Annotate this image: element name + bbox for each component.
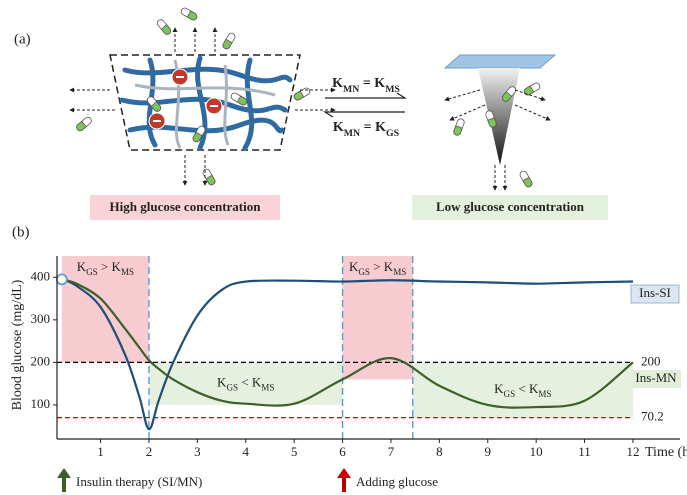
start-marker — [55, 273, 68, 286]
legend-box — [631, 370, 681, 388]
text-segment: MS — [261, 383, 274, 393]
text-segment: = K — [359, 76, 385, 91]
region-label: KGS > KMS — [349, 259, 406, 277]
text-segment: MS — [393, 267, 406, 277]
series-line — [61, 278, 634, 409]
series-line — [61, 278, 633, 431]
condition-label: High glucose concentration — [110, 199, 262, 214]
equilibrium-arrows — [322, 92, 408, 118]
x-tick-label: 11 — [578, 444, 591, 459]
region — [342, 256, 413, 380]
panel-label: (b) — [12, 224, 30, 240]
text-segment: > K — [98, 259, 122, 274]
text-segment: GS — [86, 267, 98, 277]
text-segment: MN — [343, 84, 359, 95]
text-segment: GS — [226, 383, 238, 393]
text-segment: GS — [358, 267, 370, 277]
text-segment: < K — [238, 375, 262, 390]
condition-label: Low glucose concentration — [436, 199, 585, 214]
region-label: KGS < KMS — [217, 375, 274, 393]
text-segment: K — [217, 375, 227, 390]
x-tick-label: 6 — [339, 444, 346, 459]
y-tick-label: 300 — [31, 311, 51, 326]
text-segment: K — [77, 259, 87, 274]
y-tick-label: 100 — [31, 396, 51, 411]
microneedle — [443, 54, 557, 191]
therapy-annotation: Insulin therapy (SI/MN) Adding glucose — [57, 468, 438, 492]
annotation: Adding glucose — [356, 474, 438, 489]
x-tick-label: 7 — [388, 444, 395, 459]
y-axis-label: Blood glucose (mg/dL) — [10, 279, 25, 410]
region-label: KGS > KMS — [77, 259, 134, 277]
legend-label: Ins-MN — [635, 370, 677, 385]
text-segment: MS — [121, 267, 134, 277]
text-segment: K — [349, 259, 359, 274]
equation: KMN = KGS — [333, 120, 400, 139]
region — [61, 256, 149, 363]
annotation: Insulin therapy (SI/MN) — [76, 474, 202, 489]
label-box — [412, 195, 608, 220]
x-axis-label: Time (hour) — [645, 445, 687, 460]
x-tick-label: 3 — [194, 444, 201, 459]
reference-label: 200 — [641, 353, 661, 368]
x-tick-label: 8 — [436, 444, 443, 459]
legend-box — [630, 284, 680, 304]
region-label: KGS < KMS — [494, 381, 551, 399]
text-segment: K — [333, 120, 344, 135]
x-tick-label: 5 — [291, 444, 298, 459]
x-tick-label: 12 — [626, 444, 639, 459]
panel-label: (a) — [14, 31, 31, 47]
x-tick-label: 1 — [97, 444, 104, 459]
y-tick-label: 200 — [31, 353, 51, 368]
text-segment: > K — [370, 259, 394, 274]
equation: KMN = KMS — [332, 76, 400, 95]
text-segment: K — [494, 381, 504, 396]
text-segment: K — [332, 76, 343, 91]
text-segment: MN — [344, 128, 360, 139]
x-tick-label: 4 — [243, 444, 250, 459]
legend-label: Ins-SI — [639, 285, 671, 300]
y-tick-label: 400 — [31, 268, 51, 283]
text-segment: MS — [538, 389, 551, 399]
text-segment: MS — [385, 84, 400, 95]
label-box — [90, 195, 280, 220]
hydrogel — [69, 6, 336, 187]
reference-label: 70.2 — [641, 409, 664, 424]
text-segment: < K — [515, 381, 539, 396]
x-tick-label: 9 — [485, 444, 492, 459]
text-segment: GS — [504, 389, 516, 399]
x-tick-label: 10 — [530, 444, 543, 459]
text-segment: = K — [360, 120, 386, 135]
x-tick-label: 2 — [146, 444, 153, 459]
text-segment: GS — [386, 128, 400, 139]
